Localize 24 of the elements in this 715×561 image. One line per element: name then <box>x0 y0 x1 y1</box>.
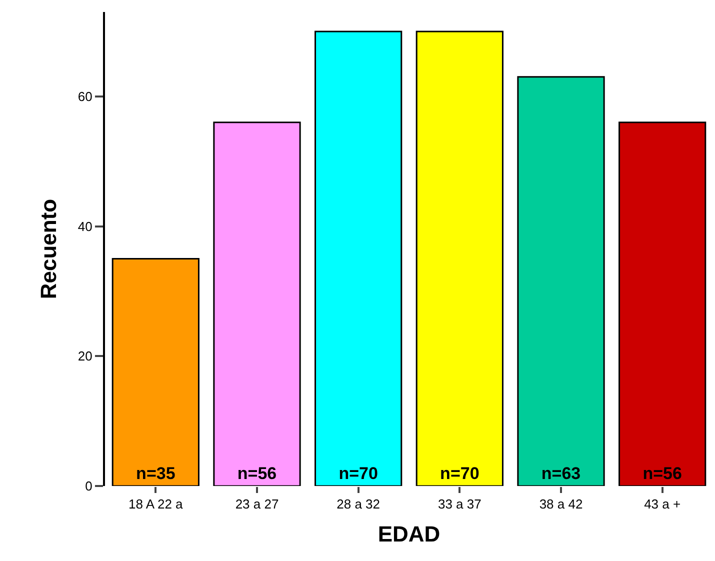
data-label: n=56 <box>237 464 277 483</box>
x-tick-label: 33 a 37 <box>438 496 482 512</box>
x-tick-label: 18 A 22 a <box>128 496 184 512</box>
data-label: n=35 <box>136 464 176 483</box>
x-tick-label: 28 a 32 <box>336 496 380 512</box>
data-label: n=70 <box>338 464 378 483</box>
y-tick-label: 0 <box>85 478 92 494</box>
y-tick-label: 60 <box>78 88 92 104</box>
x-axis-title: EDAD <box>378 522 440 546</box>
bar <box>112 258 200 486</box>
x-tick-label: 23 a 27 <box>235 496 279 512</box>
y-tick-label: 20 <box>78 348 92 364</box>
bar <box>618 122 706 486</box>
bar <box>314 30 402 486</box>
data-label: n=56 <box>642 464 682 483</box>
x-tick-label: 38 a 42 <box>539 496 583 512</box>
bar <box>416 30 504 486</box>
bar <box>517 76 605 486</box>
y-tick-label: 40 <box>78 218 92 234</box>
x-tick-label: 43 a + <box>644 496 681 512</box>
data-label: n=63 <box>541 464 581 483</box>
bar <box>213 122 301 486</box>
y-axis-title: Recuento <box>36 198 62 300</box>
data-label: n=70 <box>440 464 480 483</box>
